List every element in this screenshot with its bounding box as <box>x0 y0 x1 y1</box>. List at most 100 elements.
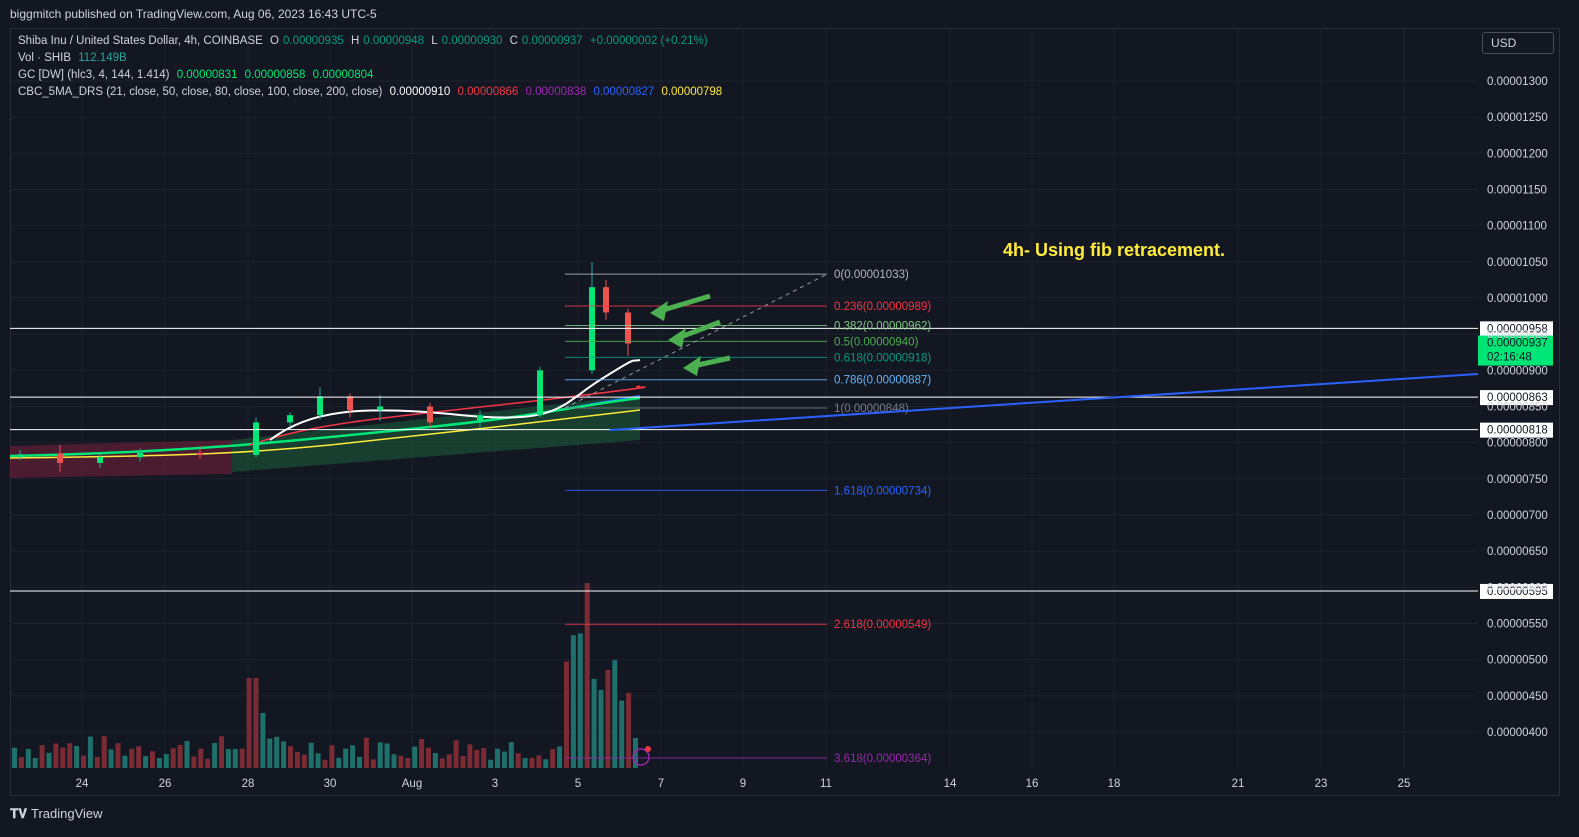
volume-bar <box>412 746 418 768</box>
volume-bar <box>432 753 438 768</box>
hline-price-badge <box>1480 422 1553 438</box>
volume-label: Vol · SHIB <box>18 52 72 64</box>
volume-bar <box>322 759 328 768</box>
arrow-shaft <box>677 319 721 341</box>
candle-body <box>537 370 543 416</box>
volume-bar <box>398 755 404 768</box>
gc-value-2: 0.00000858 <box>244 69 306 81</box>
price-tick-label: 0.00000400 <box>1487 727 1548 739</box>
volume-bar <box>53 743 59 768</box>
volume-bar <box>94 756 100 768</box>
volume-bar <box>564 661 569 768</box>
volume-bar <box>605 669 611 768</box>
annotation-arrows <box>632 293 731 766</box>
price-tick-label: 0.00000700 <box>1487 510 1548 522</box>
currency-button[interactable]: USD <box>1482 32 1554 54</box>
time-tick-label: 9 <box>740 778 746 790</box>
volume-bar <box>156 758 162 768</box>
volume-bar <box>343 748 349 768</box>
volume-bar <box>205 758 211 768</box>
ma-value-3: 0.00000838 <box>525 86 587 98</box>
ma-line-200 <box>9 409 641 459</box>
hline-price-badge <box>1480 583 1553 599</box>
volume-bar <box>508 742 514 768</box>
volume-bar <box>515 753 521 768</box>
volume-bar <box>619 700 625 768</box>
time-tick-label: Aug <box>402 778 422 790</box>
gc-label: GC [DW] (hlc3, 4, 144, 1.414) <box>18 69 170 81</box>
time-tick-label: 3 <box>492 778 498 790</box>
volume-bar <box>129 748 135 768</box>
fib-level-label: 0.382(0.00000962) <box>834 320 931 332</box>
volume-bar <box>453 740 459 768</box>
volume-bar <box>570 635 576 768</box>
volume-bar <box>46 752 52 768</box>
open-value: 0.00000935 <box>282 35 344 47</box>
time-tick-label: 16 <box>1026 778 1039 790</box>
alert-dot-icon <box>645 746 651 752</box>
volume-bar <box>39 745 45 768</box>
chart-frame[interactable] <box>10 28 1560 796</box>
price-tick-label: 0.00001050 <box>1487 257 1548 269</box>
volume-bar <box>384 743 390 768</box>
volume-bar <box>143 756 149 768</box>
low-label: L <box>431 35 438 47</box>
ma-value-4: 0.00000827 <box>593 86 655 98</box>
close-label: C <box>509 35 518 47</box>
ma-label: CBC_5MA_DRS (21, close, 50, close, 80, c… <box>18 86 383 98</box>
lightning-icon <box>632 748 650 766</box>
price-tick-label: 0.00000550 <box>1487 619 1548 631</box>
candle-body <box>57 453 63 463</box>
volume-bar <box>246 678 252 768</box>
fib-level-label: 3.618(0.00000364) <box>834 753 931 765</box>
top-bar: biggmitch published on TradingView.com, … <box>0 0 1579 28</box>
fib-level-label: 0.618(0.00000918) <box>834 352 931 364</box>
time-tick-label: 24 <box>76 778 89 790</box>
volume-bar <box>522 758 528 768</box>
publish-info: biggmitch published on TradingView.com, … <box>10 7 377 21</box>
trend-line-blue <box>609 373 1479 431</box>
trend-line <box>609 373 1479 431</box>
price-tick-label: 0.00000750 <box>1487 474 1548 486</box>
volume-bar <box>219 736 224 768</box>
candle-body <box>427 406 433 423</box>
volume-bar <box>163 754 169 768</box>
volume-bar <box>370 759 376 768</box>
ma-value-2: 0.00000866 <box>457 86 519 98</box>
tradingview-logo[interactable]: 𝐓𝐕 TradingView <box>10 806 103 822</box>
volume-bar <box>405 757 411 768</box>
volume-bar <box>18 757 24 768</box>
time-tick-label: 11 <box>820 778 832 790</box>
volume-bar <box>81 755 86 768</box>
symbol-name: Shiba Inu / United States Dollar, 4h, CO… <box>18 35 263 47</box>
price-tick-label: 0.00000650 <box>1487 546 1548 558</box>
low-value: 0.00000930 <box>441 35 503 47</box>
time-tick-label: 18 <box>1108 778 1121 790</box>
candle-body <box>253 422 259 455</box>
volume-bar <box>288 746 293 768</box>
gc-band-red <box>10 440 232 478</box>
ma-line-21 <box>269 359 641 441</box>
price-tick-label: 0.00001200 <box>1487 148 1548 160</box>
volume-bar <box>543 759 549 768</box>
price-tick-label: 0.00000600 <box>1487 582 1548 594</box>
volume-bar <box>101 736 107 768</box>
chart-grid <box>10 30 1478 768</box>
arrow-shaft <box>659 293 711 314</box>
hline-price-badge <box>1480 321 1553 337</box>
annotation-text: 4h- Using fib retracement. <box>1003 240 1225 260</box>
volume-bar <box>467 744 473 768</box>
volume-bar <box>267 738 273 768</box>
candle-body <box>197 452 203 455</box>
candle-body <box>17 454 23 456</box>
time-tick-label: 30 <box>324 778 337 790</box>
volume-bar <box>501 751 507 768</box>
volume-bar <box>557 746 563 768</box>
price-tick-label: 0.00001300 <box>1487 76 1548 88</box>
volume-bar <box>350 745 356 768</box>
time-tick-label: 7 <box>658 778 664 790</box>
bottom-bar <box>0 798 1579 837</box>
moving-averages <box>9 359 646 459</box>
volume-bar <box>308 742 314 768</box>
